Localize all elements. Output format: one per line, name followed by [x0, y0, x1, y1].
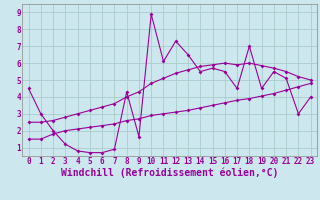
X-axis label: Windchill (Refroidissement éolien,°C): Windchill (Refroidissement éolien,°C)	[61, 168, 278, 178]
